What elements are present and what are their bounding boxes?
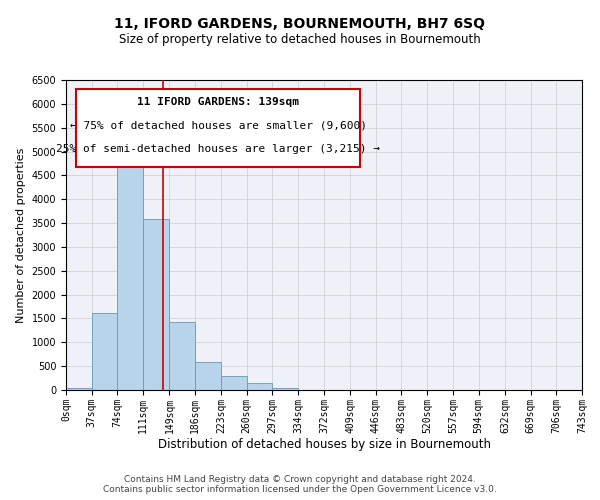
Text: ← 75% of detached houses are smaller (9,600): ← 75% of detached houses are smaller (9,… [70, 120, 367, 130]
Text: 25% of semi-detached houses are larger (3,215) →: 25% of semi-detached houses are larger (… [56, 144, 380, 154]
X-axis label: Distribution of detached houses by size in Bournemouth: Distribution of detached houses by size … [157, 438, 491, 452]
Bar [143, 220, 169, 390]
Bar [195, 362, 221, 390]
Text: 11 IFORD GARDENS: 139sqm: 11 IFORD GARDENS: 139sqm [137, 97, 299, 107]
Text: Contains HM Land Registry data © Crown copyright and database right 2024.
Contai: Contains HM Land Registry data © Crown c… [103, 474, 497, 494]
FancyBboxPatch shape [76, 90, 360, 167]
Bar [66, 388, 92, 390]
Bar [169, 322, 195, 390]
Bar [92, 312, 118, 390]
Bar [221, 376, 247, 390]
Text: Size of property relative to detached houses in Bournemouth: Size of property relative to detached ho… [119, 32, 481, 46]
Text: 11, IFORD GARDENS, BOURNEMOUTH, BH7 6SQ: 11, IFORD GARDENS, BOURNEMOUTH, BH7 6SQ [115, 18, 485, 32]
Y-axis label: Number of detached properties: Number of detached properties [16, 148, 26, 322]
Bar [247, 383, 272, 390]
Bar [118, 148, 143, 390]
Bar [272, 388, 298, 390]
